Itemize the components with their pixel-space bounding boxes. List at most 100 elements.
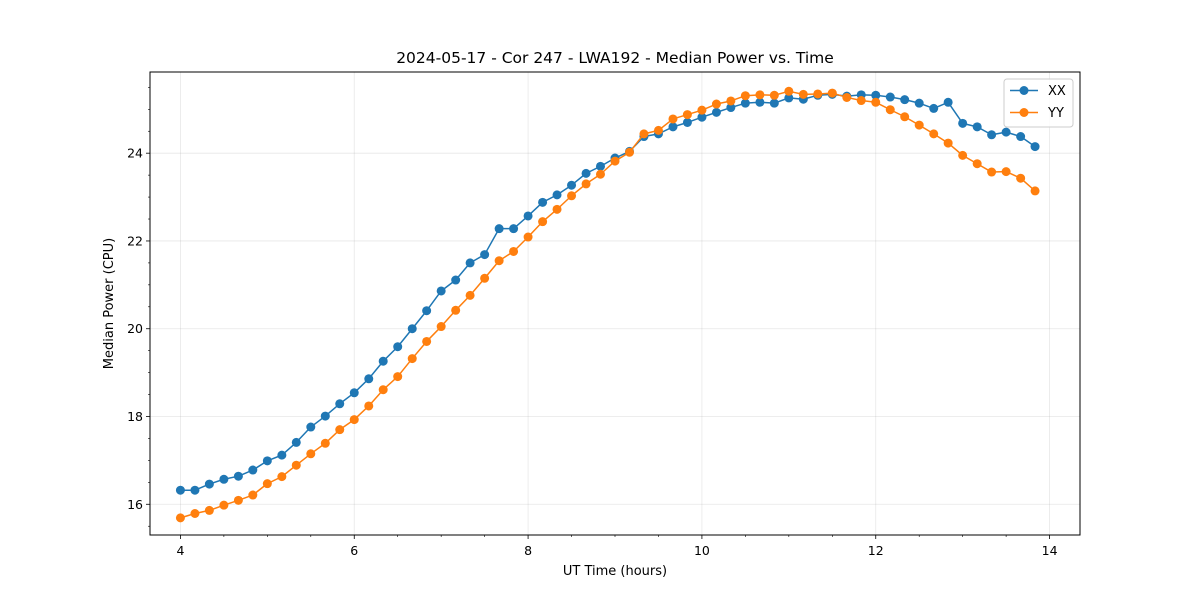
data-point-yy <box>233 495 243 505</box>
data-point-xx <box>697 112 707 122</box>
data-point-yy <box>407 354 417 364</box>
data-point-xx <box>538 197 548 207</box>
data-point-xx <box>262 456 272 466</box>
chart-title: 2024-05-17 - Cor 247 - LWA192 - Median P… <box>396 49 834 67</box>
data-point-yy <box>972 159 982 169</box>
data-point-xx <box>393 342 403 352</box>
data-point-yy <box>871 97 881 107</box>
data-point-yy <box>306 449 316 459</box>
data-point-yy <box>552 204 562 214</box>
data-point-yy <box>653 125 663 135</box>
data-point-xx <box>885 92 895 102</box>
y-tick-label: 20 <box>127 321 143 336</box>
y-tick-label: 22 <box>127 233 143 248</box>
data-point-yy <box>335 425 345 435</box>
legend-yy-marker <box>1019 108 1029 117</box>
data-point-xx <box>422 306 432 316</box>
data-point-xx <box>219 474 229 484</box>
data-point-yy <box>320 438 330 448</box>
data-point-yy <box>277 472 287 482</box>
data-point-xx <box>480 250 490 260</box>
data-point-yy <box>755 90 765 100</box>
data-point-xx <box>769 98 779 108</box>
data-point-yy <box>291 460 301 470</box>
data-point-yy <box>1030 186 1040 196</box>
data-point-xx <box>277 450 287 460</box>
data-point-yy <box>668 114 678 124</box>
data-point-xx <box>900 95 910 105</box>
legend: XX YY <box>1003 78 1074 128</box>
data-point-yy <box>581 179 591 189</box>
data-point-yy <box>900 112 910 122</box>
data-point-xx <box>509 224 519 234</box>
data-point-yy <box>610 156 620 166</box>
y-axis-label: Median Power (CPU) <box>102 238 117 369</box>
data-point-yy <box>364 401 374 411</box>
legend-yy-label: YY <box>1047 106 1064 121</box>
data-point-xx <box>349 388 359 398</box>
data-point-xx <box>1001 127 1011 137</box>
legend-xx-marker <box>1019 86 1029 95</box>
y-tick-label: 16 <box>127 497 143 512</box>
data-point-xx <box>987 130 997 140</box>
data-point-xx <box>190 485 200 495</box>
data-point-yy <box>378 385 388 395</box>
axis-ticks: 4 6 8 10 12 14 16 18 20 22 24 <box>127 87 1058 558</box>
data-point-yy <box>740 91 750 101</box>
x-tick-label: 8 <box>524 543 532 558</box>
data-point-yy <box>436 322 446 332</box>
data-point-yy <box>697 105 707 115</box>
x-tick-label: 10 <box>694 543 710 558</box>
data-point-xx <box>465 258 475 268</box>
data-point-xx <box>943 97 953 107</box>
data-point-xx <box>958 118 968 128</box>
data-point-yy <box>682 110 692 120</box>
x-tick-label: 4 <box>176 543 184 558</box>
data-point-yy <box>798 89 808 99</box>
data-point-yy <box>813 89 823 99</box>
data-point-yy <box>219 500 229 510</box>
data-point-yy <box>567 191 577 201</box>
data-point-xx <box>552 190 562 200</box>
data-point-xx <box>668 122 678 132</box>
data-point-xx <box>364 374 374 384</box>
data-point-xx <box>291 437 301 447</box>
series-layer <box>175 86 1040 523</box>
data-point-yy <box>393 372 403 382</box>
data-point-yy <box>262 479 272 489</box>
data-point-yy <box>465 290 475 300</box>
data-point-xx <box>711 107 721 117</box>
y-tick-label: 24 <box>127 146 143 161</box>
plot-area <box>150 72 1080 535</box>
data-point-yy <box>422 336 432 346</box>
data-point-yy <box>480 273 490 283</box>
x-tick-label: 14 <box>1042 543 1058 558</box>
data-point-yy <box>711 99 721 109</box>
data-point-yy <box>538 217 548 227</box>
data-point-yy <box>625 147 635 157</box>
data-point-yy <box>1001 167 1011 177</box>
data-point-yy <box>784 86 794 96</box>
data-point-yy <box>987 167 997 177</box>
data-point-yy <box>639 129 649 139</box>
data-point-yy <box>190 509 200 518</box>
data-point-yy <box>1016 173 1026 183</box>
data-point-yy <box>523 232 533 242</box>
data-point-xx <box>929 103 939 113</box>
x-tick-label: 6 <box>350 543 358 558</box>
data-point-yy <box>204 505 214 515</box>
data-point-xx <box>233 471 243 481</box>
data-point-xx <box>175 485 185 495</box>
data-point-yy <box>595 169 605 179</box>
data-point-xx <box>436 286 446 296</box>
data-point-xx <box>451 275 461 285</box>
x-axis-label: UT Time (hours) <box>563 564 667 579</box>
data-point-xx <box>306 422 316 432</box>
data-point-xx <box>914 98 924 108</box>
x-tick-label: 12 <box>868 543 884 558</box>
data-point-yy <box>856 96 866 106</box>
data-point-xx <box>726 103 736 113</box>
data-point-xx <box>1030 142 1040 152</box>
data-point-xx <box>494 224 504 234</box>
